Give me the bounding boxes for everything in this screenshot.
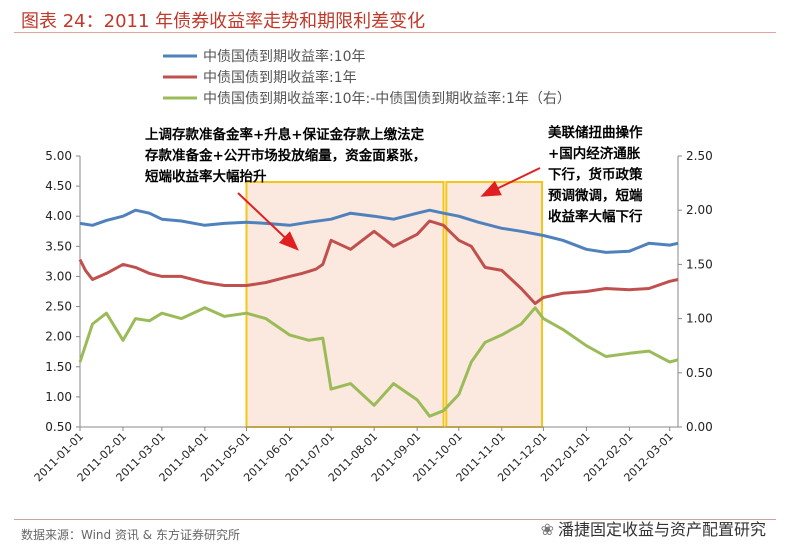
brand-text: 潘捷固定收益与资产配置研究 <box>557 520 766 539</box>
y-left-tick-label: 2.50 <box>45 300 72 314</box>
annotation-right-line1: 美联储扭曲操作 <box>548 124 643 141</box>
footer-rule <box>14 519 776 520</box>
y-left-tick-label: 0.50 <box>45 420 72 434</box>
y-left-tick-label: 4.00 <box>45 209 72 223</box>
legend-label-1: 中债国债到期收益率:10年 <box>203 48 366 65</box>
highlight-box-1 <box>245 181 445 428</box>
brand-label: ❀ 潘捷固定收益与资产配置研究 <box>541 516 766 540</box>
annotation-right-line3: 下行，货币政策 <box>548 166 643 183</box>
series-line-3 <box>78 306 679 418</box>
y-right-tick-label: 2.00 <box>686 203 713 217</box>
y-left-tick-label: 3.00 <box>45 269 72 283</box>
annotation-right-line4: 预调微调，短端 <box>548 187 643 204</box>
y-left-tick-label: 1.50 <box>45 360 72 374</box>
annotation-right-line2: +国内经济通胀 <box>548 145 641 162</box>
y-right-tick-label: 1.50 <box>686 257 713 271</box>
y-right-tick-label: 0.50 <box>686 366 713 380</box>
legend-label-2: 中债国债到期收益率:1年 <box>203 69 357 86</box>
annotation-left-line3: 短端收益率大幅抬升 <box>145 168 267 185</box>
annotation-left-line2: 存款准备金+公开市场投放缩量，资金面紧张， <box>145 147 426 164</box>
title-rule <box>14 32 776 33</box>
y-right-tick-label: 1.00 <box>686 312 713 326</box>
y-left-tick-label: 3.50 <box>45 239 72 253</box>
legend-label-3: 中债国债到期收益率:10年:-中债国债到期收益率:1年（右） <box>203 90 571 107</box>
series-line-2 <box>78 219 679 305</box>
source-note: 数据来源：Wind 资讯 & 东方证券研究所 <box>21 528 240 542</box>
annotation-right-line5: 收益率大幅下行 <box>548 208 643 225</box>
wechat-icon: ❀ <box>540 520 554 539</box>
y-right-tick-label: 2.50 <box>686 149 713 163</box>
annotation-arrow-left <box>237 192 299 251</box>
y-left-tick-label: 5.00 <box>45 149 72 163</box>
highlight-box-2 <box>445 181 544 428</box>
y-right-tick-label: 0.00 <box>686 420 713 434</box>
series-line-1 <box>79 208 679 254</box>
y-left-tick-label: 1.00 <box>45 390 72 404</box>
annotation-arrow-right <box>480 167 541 197</box>
y-left-tick-label: 4.50 <box>45 179 72 193</box>
annotation-left-line1: 上调存款准备金率+升息+保证金存款上缴法定 <box>145 126 425 143</box>
chart-title: 图表 24：2011 年债券收益率走势和期限利差变化 <box>21 11 426 32</box>
y-left-tick-label: 2.00 <box>45 330 72 344</box>
